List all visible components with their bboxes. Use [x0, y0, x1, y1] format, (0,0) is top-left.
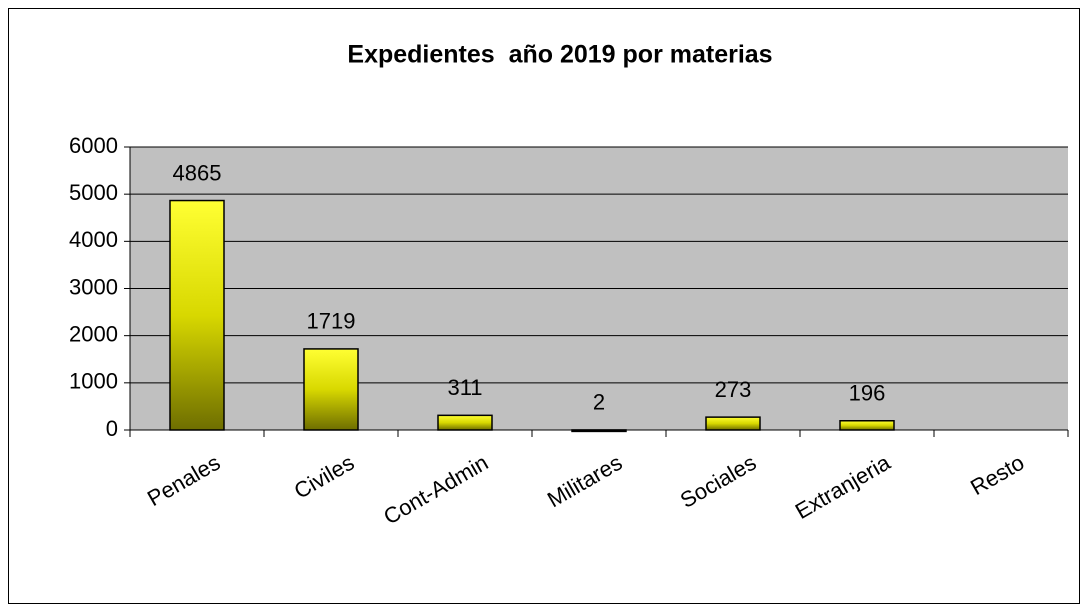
- y-tick-label: 6000: [69, 133, 118, 158]
- y-tick-label: 3000: [69, 274, 118, 299]
- y-tick-label: 0: [106, 416, 118, 441]
- bar: [303, 348, 359, 431]
- bar: [705, 416, 761, 431]
- bar: [437, 414, 493, 431]
- chart-title: Expedientes año 2019 por materias: [347, 41, 772, 69]
- data-label: 196: [849, 381, 886, 406]
- data-label: 2: [593, 390, 605, 415]
- bar: [839, 420, 895, 431]
- data-label: 311: [447, 375, 482, 400]
- y-tick-label: 5000: [69, 180, 118, 205]
- data-label: 4865: [173, 160, 222, 185]
- y-tick-label: 2000: [69, 321, 118, 346]
- bar: [169, 199, 225, 431]
- data-label: 1719: [307, 309, 356, 334]
- y-tick-label: 4000: [69, 227, 118, 252]
- data-label: 273: [715, 377, 752, 402]
- y-tick-label: 1000: [69, 369, 118, 394]
